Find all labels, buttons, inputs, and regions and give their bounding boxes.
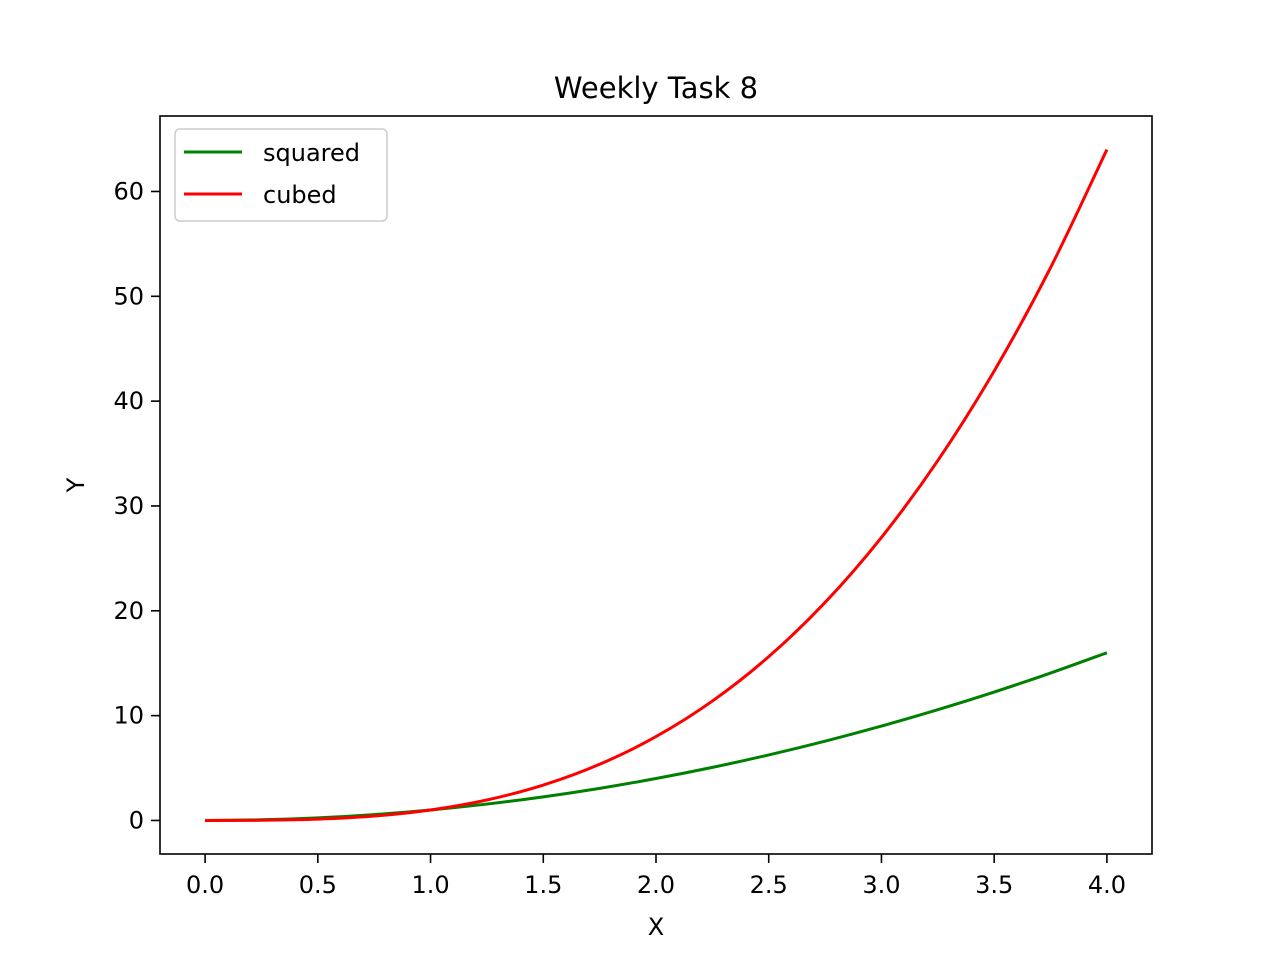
legend-label-cubed: cubed [263, 181, 337, 209]
y-tick-label: 50 [113, 282, 144, 310]
series-line-cubed [205, 148, 1109, 822]
y-tick-label: 40 [113, 387, 144, 415]
y-tick-label: 30 [113, 492, 144, 520]
chart-title: Weekly Task 8 [554, 71, 758, 105]
x-tick-label: 0.0 [186, 871, 224, 899]
x-tick-label: 2.0 [637, 871, 675, 899]
x-tick-label: 0.5 [299, 871, 337, 899]
y-tick-label: 10 [113, 702, 144, 730]
series-line-squared [205, 651, 1108, 822]
x-tick-label: 1.5 [524, 871, 562, 899]
legend-label-squared: squared [263, 139, 360, 167]
plot-frame [159, 115, 1153, 855]
legend: squared cubed [174, 128, 388, 222]
x-axis-ticks: 0.0 0.5 1.0 1.5 2.0 2.5 3.0 3.5 4.0 [186, 854, 1126, 899]
y-axis-ticks: 0 10 20 30 40 50 60 [113, 177, 160, 834]
y-tick-label: 60 [113, 177, 144, 205]
x-axis-label: X [648, 913, 664, 941]
y-axis-label: Y [62, 477, 90, 493]
series-layer [205, 148, 1109, 822]
x-tick-label: 4.0 [1088, 871, 1126, 899]
y-tick-label: 0 [129, 806, 144, 834]
x-tick-label: 1.0 [411, 871, 449, 899]
x-tick-label: 3.5 [975, 871, 1013, 899]
y-tick-label: 20 [113, 597, 144, 625]
x-tick-label: 3.0 [862, 871, 900, 899]
x-tick-label: 2.5 [750, 871, 788, 899]
